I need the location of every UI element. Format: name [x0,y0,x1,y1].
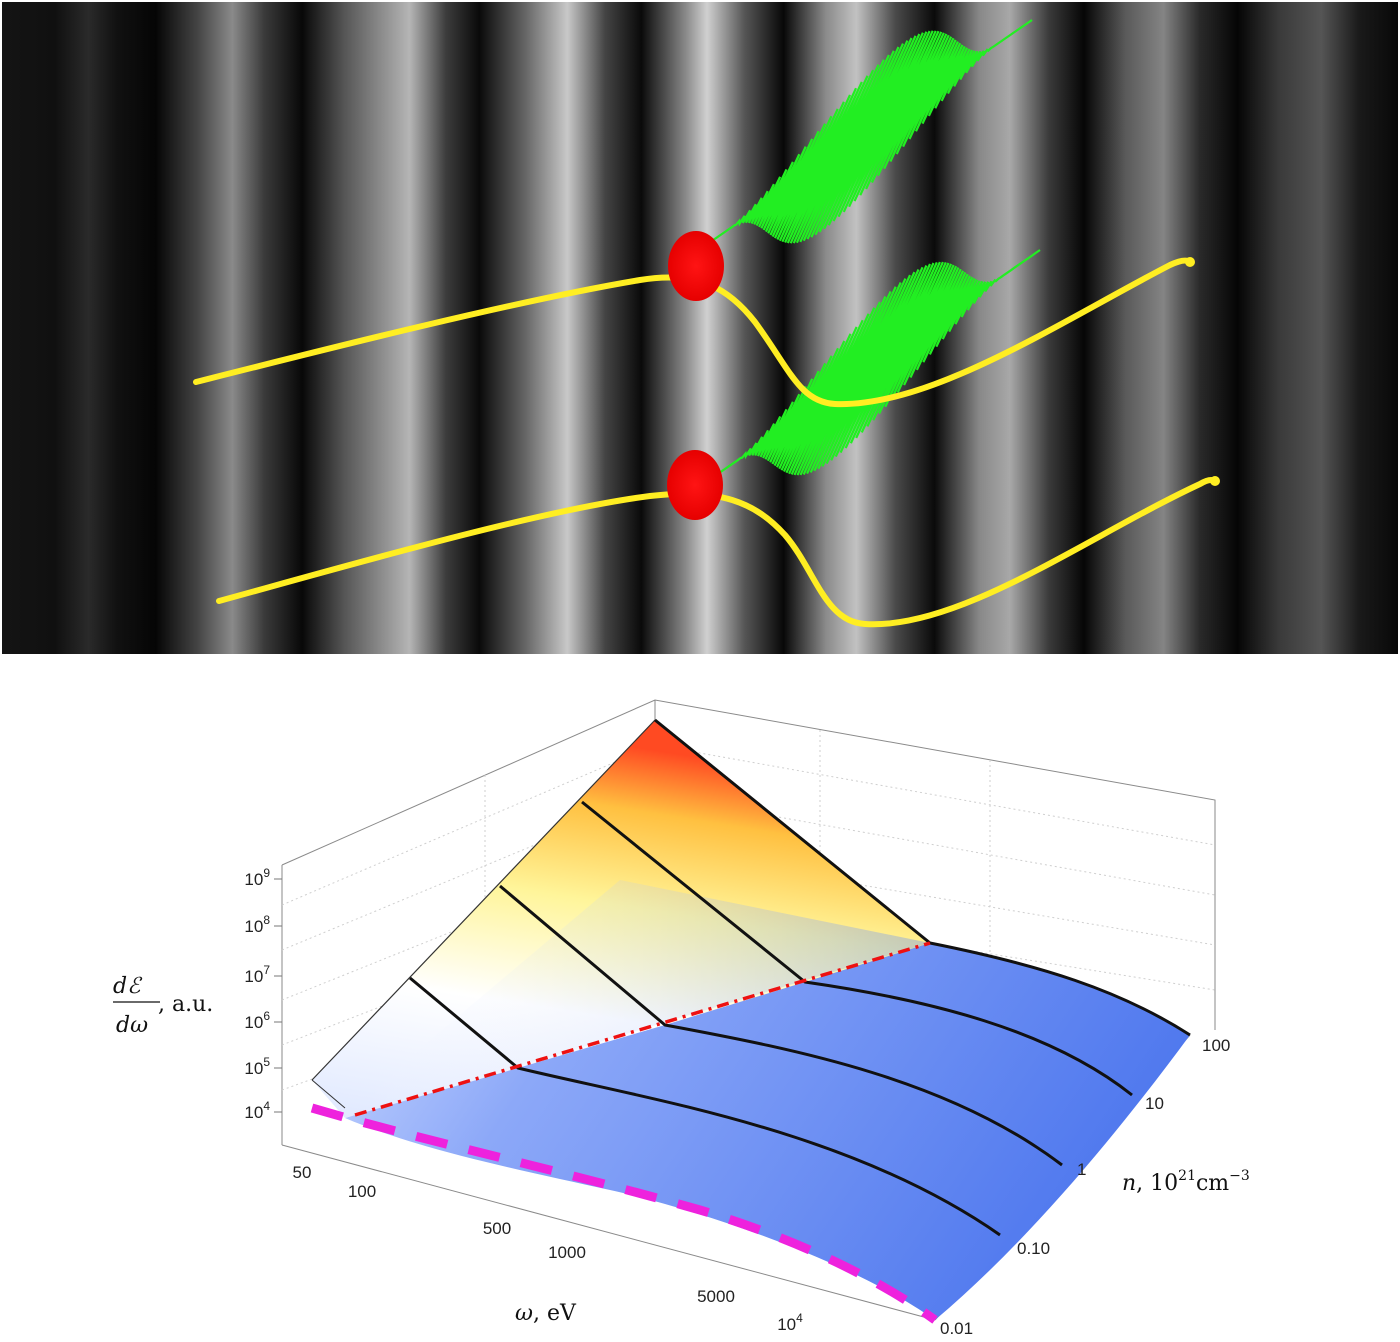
radiation-packet-upper [705,19,1033,246]
x-axis-label-sym: ω [515,1301,533,1326]
y-axis-label-exp2: −3 [1229,1168,1250,1184]
z-tick-label: 104 [244,1099,270,1122]
x-axis: 50 100 500 1000 5000 104 ω, eV [293,1163,804,1334]
ridge-lines [409,718,1191,1237]
z-axis-label-unit: , a.u. [158,992,213,1017]
x-tick-label: 1000 [548,1243,586,1262]
ridge-line-n1 [499,884,1063,1167]
y-tick-label: 10 [1145,1094,1164,1113]
bottom-panel: 109 108 107 106 105 104 dℰ dω , a.u. 50 100 500… [113,699,1250,1338]
spectrum-surface-low [345,943,1190,1320]
emission-point-lower [667,450,723,520]
trajectory-endpoint-upper [1185,257,1195,267]
electron-trajectory-upper [193,257,1193,408]
y-tick-label: 100 [1202,1036,1230,1055]
electron-trajectory-lower [216,477,1218,628]
z-axis-label-num: dℰ [113,974,143,999]
y-tick-label: 1 [1077,1160,1086,1179]
surface-edge-left [311,719,656,1081]
surface-blend [345,880,930,1118]
z-tick-label: 107 [244,963,270,986]
y-tick-label: 0.01 [940,1319,973,1338]
surface-edge-front [311,1079,346,1109]
x-tick-label: 50 [293,1163,312,1182]
z-axis-title: dℰ dω , a.u. [113,974,213,1038]
y-axis-label-cm: cm [1196,1171,1229,1196]
z-tick-label: 108 [244,913,270,936]
x-axis-title: ω, eV [515,1301,577,1326]
z-axis-label-den: dω [116,1013,148,1038]
z-tick-label: 106 [244,1009,270,1032]
fringe-background [2,2,1398,654]
y-axis: 100 10 1 0.10 0.01 n, 1021cm−3 [940,1036,1250,1338]
radiation-packet-lower [711,249,1041,479]
ridge-line-n100 [654,718,1191,1037]
z-axis: 109 108 107 106 105 104 dℰ dω , a.u. [113,866,282,1122]
x-tick-label: 5000 [697,1287,735,1306]
y-axis-label-exp1: 21 [1178,1168,1196,1184]
ridge-line-n01 [409,976,1001,1237]
z-tick-label: 105 [244,1055,270,1078]
threshold-line [354,941,931,1117]
lower-bound-line [310,1103,938,1324]
x-tick-label: 104 [777,1311,803,1334]
z-tick-label: 109 [244,866,270,889]
x-tick-label: 500 [483,1219,511,1238]
trajectory-endpoint-lower [1210,476,1220,486]
y-axis-label-unit: , 10 [1136,1171,1178,1196]
y-axis-label-sym: n [1122,1171,1136,1196]
x-tick-label: 100 [348,1182,376,1201]
emission-point-upper [668,231,724,301]
ridge-line-n10 [581,800,1133,1097]
y-tick-label: 0.10 [1017,1239,1050,1258]
x-axis-label-unit: , eV [533,1301,577,1326]
top-panel [2,2,1398,654]
y-axis-title: n, 1021cm−3 [1122,1168,1250,1196]
